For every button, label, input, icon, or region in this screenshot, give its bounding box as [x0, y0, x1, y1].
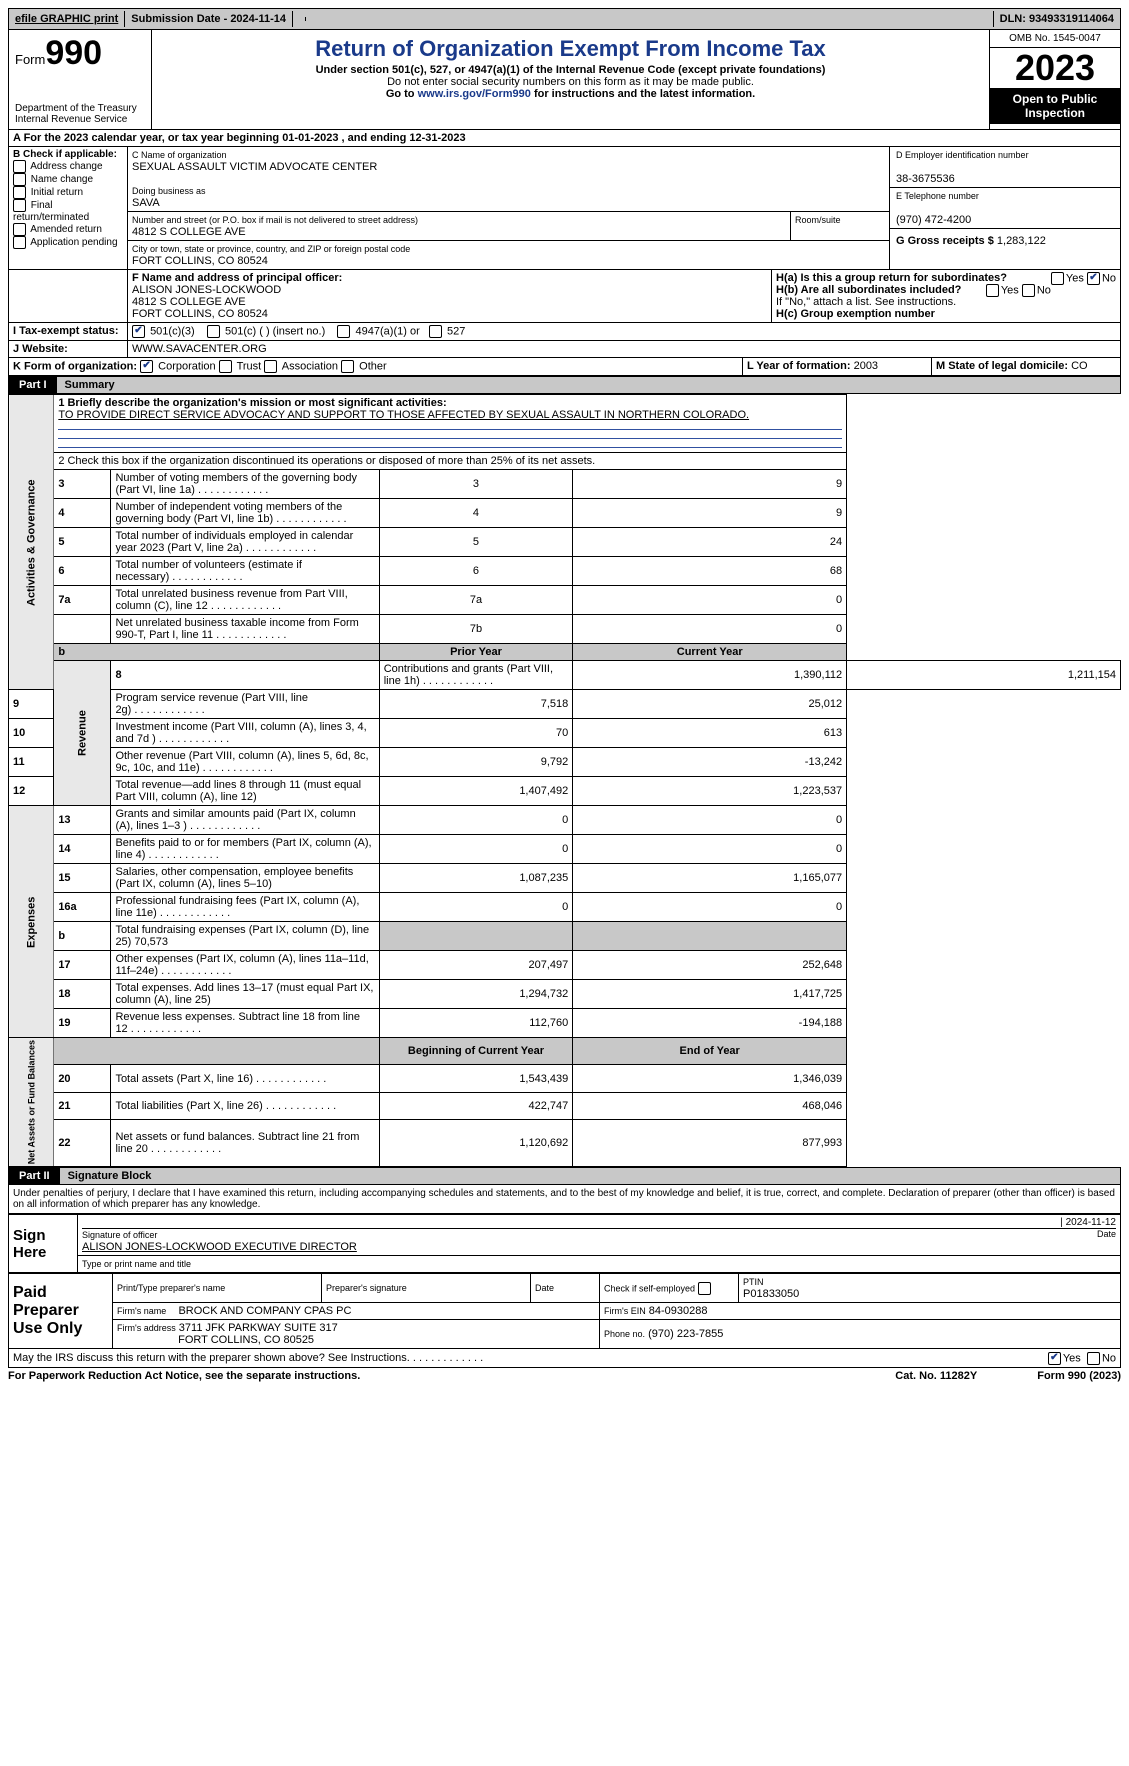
ptin: P01833050 [743, 1288, 799, 1300]
open-inspection: Open to Public Inspection [990, 88, 1120, 124]
gross-receipts: 1,283,122 [997, 235, 1046, 247]
year-formation: 2003 [854, 360, 878, 372]
ein: 38-3675536 [896, 173, 955, 185]
top-bar: efile GRAPHIC print Submission Date - 20… [8, 8, 1121, 30]
subtitle-1: Under section 501(c), 527, or 4947(a)(1)… [160, 64, 981, 76]
expenses-label: Expenses [9, 806, 54, 1038]
dept-treasury: Department of the Treasury Internal Reve… [15, 103, 145, 125]
summary-table: Activities & Governance 1 Briefly descri… [8, 394, 1121, 1167]
perjury-text: Under penalties of perjury, I declare th… [8, 1185, 1121, 1214]
efile-link[interactable]: efile GRAPHIC print [9, 11, 125, 27]
omb-number: OMB No. 1545-0047 [990, 30, 1120, 48]
revenue-label: Revenue [54, 661, 111, 806]
website-url[interactable]: WWW.SAVACENTER.ORG [132, 343, 267, 355]
telephone: (970) 472-4200 [896, 214, 971, 226]
city-state-zip: FORT COLLINS, CO 80524 [132, 255, 268, 267]
form-number: Form990 [15, 34, 145, 73]
preparer-table: Paid Preparer Use Only Print/Type prepar… [8, 1273, 1121, 1349]
org-name: SEXUAL ASSAULT VICTIM ADVOCATE CENTER [132, 161, 377, 173]
501c3-checkbox[interactable] [132, 325, 145, 338]
officer-name: ALISON JONES-LOCKWOOD [132, 284, 281, 296]
netassets-label: Net Assets or Fund Balances [9, 1038, 54, 1167]
line-a: A For the 2023 calendar year, or tax yea… [9, 130, 1120, 146]
tax-year: 2023 [990, 48, 1120, 88]
gov-label: Activities & Governance [9, 395, 54, 690]
firm-ein: 84-0930288 [649, 1305, 708, 1317]
firm-phone: (970) 223-7855 [648, 1328, 723, 1340]
box-d-label: D Employer identification number [896, 150, 1029, 160]
form-title: Return of Organization Exempt From Incom… [160, 36, 981, 62]
box-b: B Check if applicable: Address change Na… [9, 147, 128, 269]
mission-text: TO PROVIDE DIRECT SERVICE ADVOCACY AND S… [58, 409, 749, 421]
dln: DLN: 93493319114064 [993, 11, 1120, 27]
part1-header: Part I Summary [8, 376, 1121, 394]
state-domicile: CO [1071, 360, 1088, 372]
officer-signature: ALISON JONES-LOCKWOOD EXECUTIVE DIRECTOR [82, 1241, 357, 1253]
dba: SAVA [132, 197, 160, 209]
footer: For Paperwork Reduction Act Notice, see … [8, 1368, 1121, 1382]
firm-name: BROCK AND COMPANY CPAS PC [178, 1305, 351, 1317]
signature-table: Sign Here | 2024-11-12 Signature of offi… [8, 1214, 1121, 1273]
submission-date: Submission Date - 2024-11-14 [125, 11, 293, 27]
subtitle-3: Go to www.irs.gov/Form990 for instructio… [160, 88, 981, 100]
box-c-name-label: C Name of organization [132, 150, 227, 160]
corp-checkbox[interactable] [140, 360, 153, 373]
irs-link[interactable]: www.irs.gov/Form990 [418, 88, 531, 100]
form-header: Form990 Department of the Treasury Inter… [8, 30, 1121, 130]
street-address: 4812 S COLLEGE AVE [132, 226, 246, 238]
discuss-yes[interactable] [1048, 1352, 1061, 1365]
subtitle-2: Do not enter social security numbers on … [160, 76, 981, 88]
part2-header: Part II Signature Block [8, 1167, 1121, 1185]
